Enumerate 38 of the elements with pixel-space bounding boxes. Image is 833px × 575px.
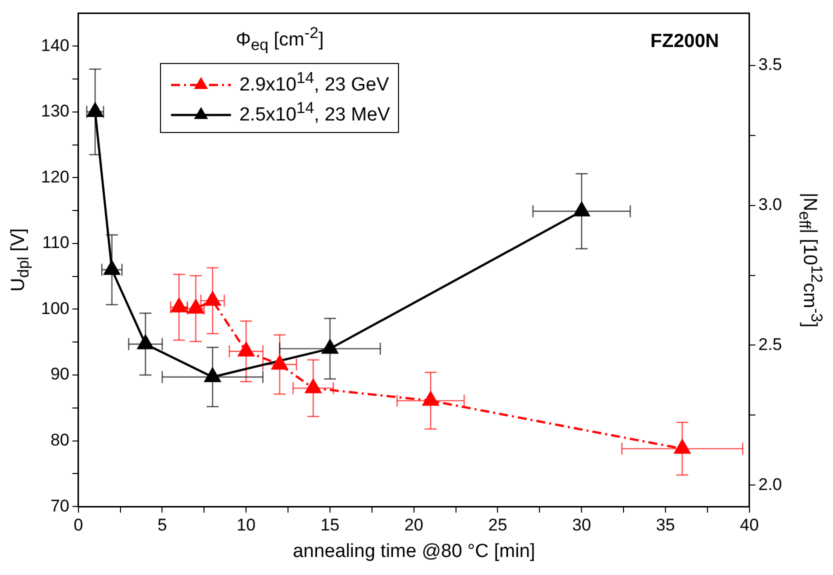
point xyxy=(272,355,288,370)
x-tick-label: 35 xyxy=(656,515,675,534)
point xyxy=(574,202,590,216)
y2-tick-label: 3.0 xyxy=(758,195,782,214)
x-tick-label: 15 xyxy=(320,515,340,534)
x-tick-label: 10 xyxy=(236,515,256,534)
point xyxy=(137,335,154,350)
annotation: FZ200N xyxy=(650,31,719,54)
point xyxy=(87,102,104,117)
y-tick-label: 140 xyxy=(40,36,70,55)
point xyxy=(204,292,221,306)
y-tick-label: 80 xyxy=(50,430,70,450)
y-tick-label: 110 xyxy=(42,233,70,252)
y2-tick-label: 2.5 xyxy=(758,334,782,354)
legend-label: 2.9x10$^{14}$, 23 GeV xyxy=(239,70,390,96)
point xyxy=(104,260,120,275)
point xyxy=(322,340,338,354)
legend-label: 2.5x10$^{14}$, 23 MeV xyxy=(239,100,390,126)
y-tick-label: 120 xyxy=(40,167,70,186)
y-tick-label: 130 xyxy=(40,102,70,121)
x-tick-label: 30 xyxy=(572,515,592,534)
point xyxy=(238,342,254,356)
y-tick-label: 100 xyxy=(40,298,70,318)
x-tick-label: 25 xyxy=(488,515,508,534)
y2-tick-label: 2.0 xyxy=(758,474,782,494)
point xyxy=(422,392,439,406)
x-tick-label: 20 xyxy=(404,515,424,534)
y2-tick-label: 3.5 xyxy=(758,55,782,74)
point xyxy=(674,440,690,454)
x-axis-title: annealing time @80 °C [min] xyxy=(292,540,536,563)
x-tick-label: 0 xyxy=(74,515,84,534)
y-tick-label: 70 xyxy=(50,496,70,516)
x-tick-label: 40 xyxy=(740,515,759,534)
y-tick-label: 90 xyxy=(50,364,70,384)
point xyxy=(305,379,322,394)
point xyxy=(204,368,221,382)
x-tick-label: 5 xyxy=(158,515,167,534)
legend-title: Φ$_{eq}$ [cm$^{-2}$] xyxy=(234,25,325,56)
